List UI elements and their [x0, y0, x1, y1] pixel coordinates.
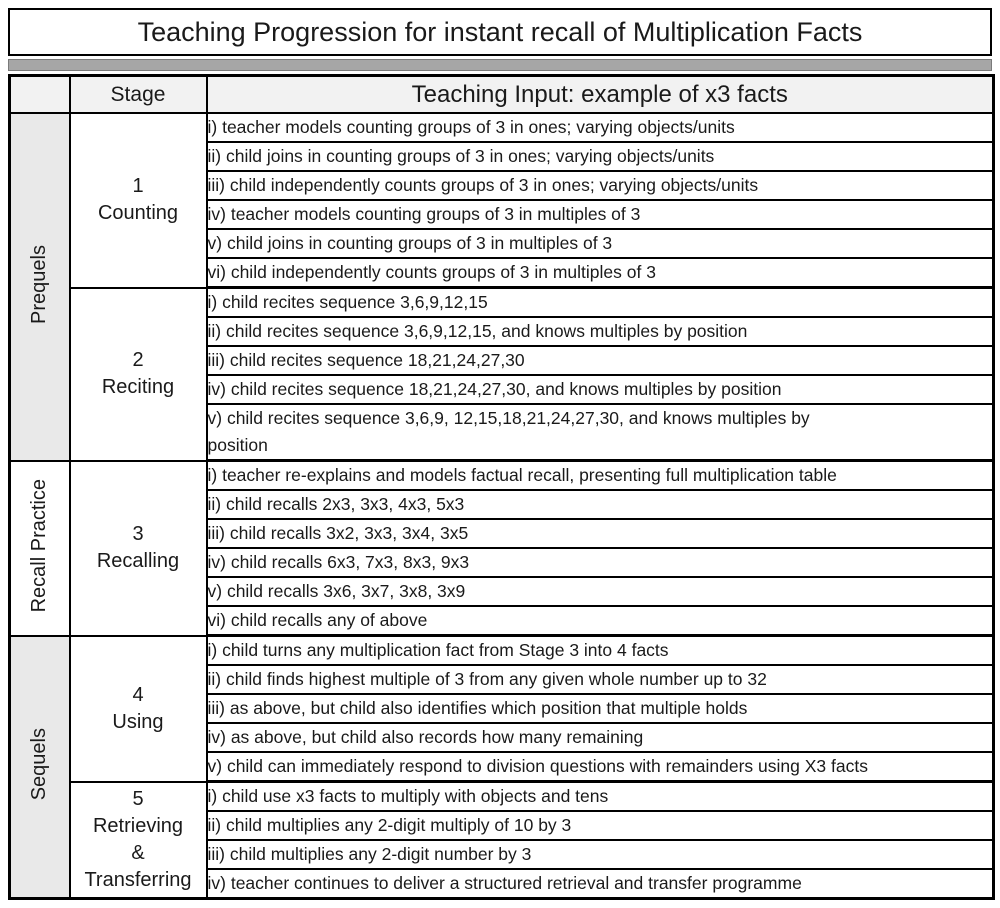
teaching-item: v) child joins in counting groups of 3 i… — [205, 228, 995, 259]
stage-number: 5 — [132, 787, 144, 810]
progression-table: Stage Teaching Input: example of x3 fact… — [8, 74, 995, 900]
table-row: iii) child multiplies any 2-digit number… — [10, 839, 995, 870]
table-row: iv) child recites sequence 18,21,24,27,3… — [10, 374, 995, 405]
stage-name: Recalling — [96, 550, 180, 572]
table-row: iv) teacher models counting groups of 3 … — [10, 199, 995, 230]
header-row: Stage Teaching Input: example of x3 fact… — [8, 74, 995, 114]
stage-5-retrieving-transferring: 5 Retrieving & Transferring — [68, 780, 208, 900]
teaching-item: v) child can immediately respond to divi… — [205, 751, 995, 783]
teaching-item: iii) as above, but child also identifies… — [205, 693, 995, 724]
teaching-item: vi) child recalls any of above — [205, 605, 995, 637]
table-row: ii) child joins in counting groups of 3 … — [10, 141, 995, 172]
table-row: iii) child recalls 3x2, 3x3, 3x4, 3x5 — [10, 518, 995, 549]
header-stage: Stage — [68, 74, 208, 114]
stage-3-recalling: 3 Recalling — [68, 459, 208, 637]
stage-number: 4 — [132, 683, 144, 706]
stage-name: Retrieving & Transferring — [84, 814, 192, 891]
page-title: Teaching Progression for instant recall … — [8, 8, 992, 56]
teaching-item: ii) child recalls 2x3, 3x3, 4x3, 5x3 — [205, 489, 995, 520]
stage-name: Reciting — [101, 376, 175, 398]
teaching-item: ii) child recites sequence 3,6,9,12,15, … — [205, 316, 995, 347]
table-row: vi) child recalls any of above — [10, 605, 995, 637]
teaching-item: iii) child independently counts groups o… — [205, 170, 995, 201]
teaching-item: iv) teacher continues to deliver a struc… — [205, 868, 995, 900]
table-row: Sequels 4 Using i) child turns any multi… — [8, 634, 995, 900]
stage-number: 2 — [132, 349, 144, 371]
teaching-item: iii) child recalls 3x2, 3x3, 3x4, 3x5 — [205, 518, 995, 549]
teaching-item: v) child recalls 3x6, 3x7, 3x8, 3x9 — [205, 576, 995, 607]
teaching-item: i) teacher models counting groups of 3 i… — [205, 112, 995, 143]
stage-2-reciting: 2 Reciting — [68, 286, 208, 462]
teaching-item: ii) child multiplies any 2-digit multipl… — [205, 810, 995, 841]
teaching-item: iv) child recites sequence 18,21,24,27,3… — [205, 374, 995, 405]
category-prequels: Prequels — [8, 112, 71, 462]
stage-4-using: 4 Using — [68, 634, 208, 783]
stage-name: Counting — [97, 202, 179, 225]
teaching-item: i) teacher re-explains and models factua… — [205, 459, 995, 491]
stage-name: Using — [112, 710, 164, 733]
category-label: Prequels — [28, 244, 51, 324]
divider-bar — [8, 59, 992, 71]
table-row: v) child recites sequence 3,6,9, 12,15,1… — [10, 403, 995, 462]
teaching-item: i) child turns any multiplication fact f… — [205, 634, 995, 666]
table-row: iv) child recalls 6x3, 7x3, 8x3, 9x3 — [10, 547, 995, 578]
table-row: ii) child recites sequence 3,6,9,12,15, … — [10, 316, 995, 347]
teaching-item: iv) as above, but child also records how… — [205, 722, 995, 753]
table-row: iii) child recites sequence 18,21,24,27,… — [10, 345, 995, 376]
table-row: ii) child finds highest multiple of 3 fr… — [10, 664, 995, 695]
header-teaching-input: Teaching Input: example of x3 facts — [205, 74, 995, 114]
stage-number: 1 — [132, 175, 144, 198]
teaching-item: iv) teacher models counting groups of 3 … — [205, 199, 995, 230]
table-row: ii) child multiplies any 2-digit multipl… — [10, 810, 995, 841]
teaching-item: iii) child recites sequence 18,21,24,27,… — [205, 345, 995, 376]
teaching-item: ii) child finds highest multiple of 3 fr… — [205, 664, 995, 695]
table-row: ii) child recalls 2x3, 3x3, 4x3, 5x3 — [10, 489, 995, 520]
stage-number: 3 — [132, 523, 144, 545]
teaching-item: i) child use x3 facts to multiply with o… — [205, 780, 995, 812]
table-row: v) child recalls 3x6, 3x7, 3x8, 3x9 — [10, 576, 995, 607]
teaching-item: v) child recites sequence 3,6,9, 12,15,1… — [205, 403, 995, 462]
category-sequels: Sequels — [8, 634, 71, 900]
table-row: Prequels 1 Counting i) teacher models co… — [8, 112, 995, 462]
table-row: vi) child independently counts groups of… — [10, 257, 995, 289]
table-row: v) child joins in counting groups of 3 i… — [10, 228, 995, 259]
table-row: 5 Retrieving & Transferring i) child use… — [10, 780, 995, 900]
category-label: Recall Practice — [28, 478, 51, 613]
teaching-item: vi) child independently counts groups of… — [205, 257, 995, 289]
category-recall-practice: Recall Practice — [8, 459, 71, 637]
table-row: iii) as above, but child also identifies… — [10, 693, 995, 724]
category-label: Sequels — [28, 728, 51, 801]
teaching-item: i) child recites sequence 3,6,9,12,15 — [205, 286, 995, 318]
table-row: 2 Reciting i) child recites sequence 3,6… — [10, 286, 995, 462]
table-row: v) child can immediately respond to divi… — [10, 751, 995, 783]
teaching-item: iii) child multiplies any 2-digit number… — [205, 839, 995, 870]
teaching-item: ii) child joins in counting groups of 3 … — [205, 141, 995, 172]
teaching-item: iv) child recalls 6x3, 7x3, 8x3, 9x3 — [205, 547, 995, 578]
stage-1-counting: 1 Counting — [68, 112, 208, 289]
table-row: Recall Practice 3 Recalling i) teacher r… — [8, 459, 995, 637]
header-corner-cell — [8, 74, 71, 114]
table-row: iv) as above, but child also records how… — [10, 722, 995, 753]
table-row: iii) child independently counts groups o… — [10, 170, 995, 201]
